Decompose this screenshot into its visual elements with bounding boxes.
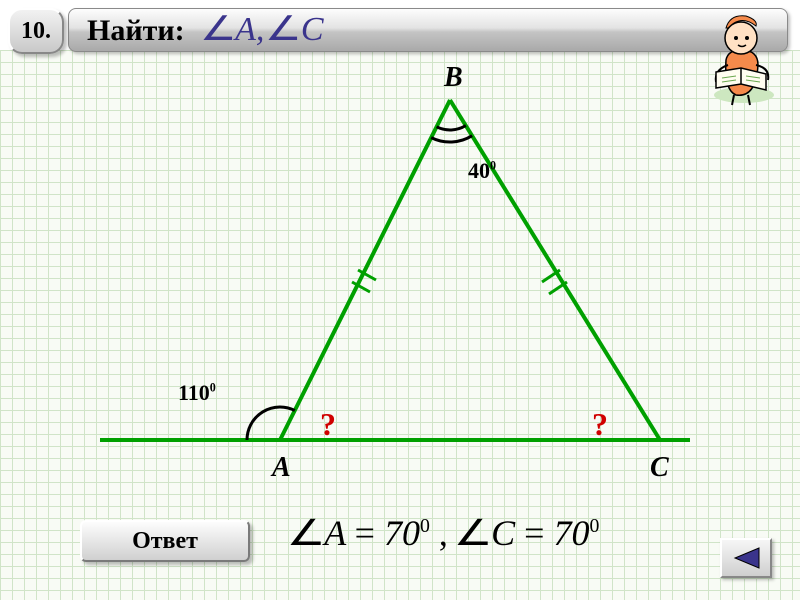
arc-apex-1	[437, 126, 466, 130]
vertex-label-b: B	[444, 62, 463, 94]
angle-label-exterior-a: 1100	[178, 380, 216, 406]
question-mark-a: ?	[320, 406, 336, 443]
side-bc	[450, 100, 660, 440]
title-expression: ∠A, ∠C	[203, 9, 324, 49]
nav-back-button[interactable]	[720, 538, 772, 578]
problem-number-badge: 10.	[8, 8, 64, 54]
answer-button-label: Ответ	[132, 528, 198, 555]
vertex-label-a: A	[272, 452, 291, 484]
vertex-label-c: C	[650, 452, 669, 484]
question-mark-c: ?	[592, 406, 608, 443]
title-label: Найти:	[87, 14, 185, 48]
answer-button[interactable]: Ответ	[80, 520, 250, 562]
arc-apex-2	[431, 136, 472, 142]
angle-label-apex-b: 400	[468, 158, 496, 184]
problem-number: 10.	[21, 18, 51, 45]
triangle-left-icon	[731, 546, 761, 570]
mascot-illustration	[686, 10, 786, 110]
title-bar: Найти: ∠A, ∠C	[68, 8, 788, 52]
side-ab	[280, 100, 450, 440]
geometry-diagram: A B C 1100 400 ? ?	[0, 60, 800, 500]
answer-expression: ∠A = 700 , ∠C = 700	[290, 512, 599, 554]
